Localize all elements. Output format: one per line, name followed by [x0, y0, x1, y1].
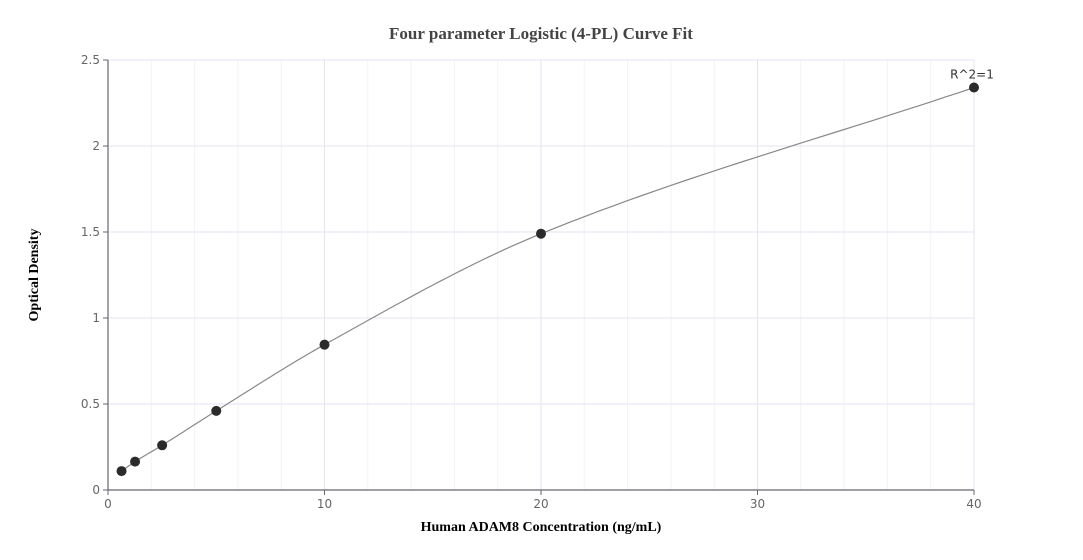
- r-squared-annotation: R^2=1: [950, 68, 994, 82]
- y-tick-label: 0.5: [81, 397, 100, 411]
- x-axis-title: Human ADAM8 Concentration (ng/mL): [421, 520, 662, 535]
- data-point: [319, 339, 330, 350]
- x-tick-label: 30: [750, 497, 765, 511]
- major-gridlines: [108, 59, 975, 490]
- data-point: [157, 440, 168, 451]
- y-tick-label: 2: [92, 139, 100, 153]
- chart-title: Four parameter Logistic (4-PL) Curve Fit: [389, 24, 693, 43]
- y-tick-label: 2.5: [81, 53, 100, 67]
- y-tick-label: 1: [92, 311, 100, 325]
- fit-curve: [121, 86, 975, 472]
- x-tick-label: 0: [104, 497, 112, 511]
- y-axis-ticks: 0 0.5 1 1.5 2 2.5: [81, 53, 108, 497]
- x-tick-label: 20: [533, 497, 548, 511]
- data-points: [116, 82, 979, 477]
- x-tick-label: 40: [966, 497, 981, 511]
- data-point: [116, 466, 127, 477]
- data-point: [969, 82, 979, 93]
- data-point: [130, 456, 141, 467]
- y-axis-title: Optical Density: [27, 229, 42, 322]
- data-point: [536, 228, 546, 239]
- y-tick-label: 1.5: [81, 225, 100, 239]
- data-point: [211, 405, 222, 416]
- minor-gridlines: [150, 60, 932, 490]
- x-axis-ticks: 0 10 20 30 40: [104, 490, 982, 511]
- x-tick-label: 10: [317, 497, 332, 511]
- y-tick-label: 0: [92, 483, 100, 497]
